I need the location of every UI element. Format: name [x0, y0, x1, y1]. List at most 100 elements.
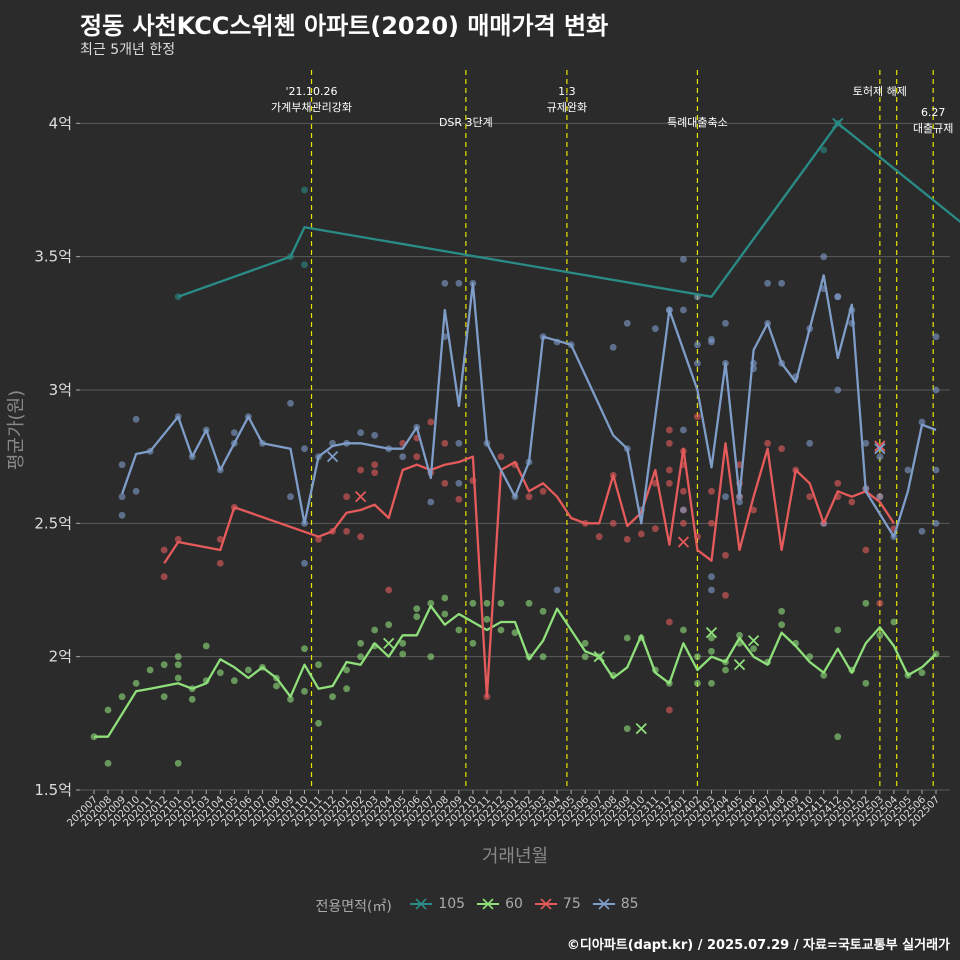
data-point [932, 386, 940, 394]
cross-stroke [874, 440, 886, 452]
data-point [862, 679, 870, 687]
y-tick-label: 3억 [49, 381, 72, 399]
data-point [820, 146, 828, 154]
cross-marker [747, 635, 760, 647]
data-point [876, 493, 884, 501]
data-point [371, 431, 379, 439]
data-point [160, 693, 168, 701]
legend-item-75: 75 [534, 896, 581, 912]
data-point [708, 487, 715, 495]
data-point [385, 621, 393, 629]
data-point [160, 661, 168, 669]
data-point [623, 725, 631, 733]
data-point [399, 453, 407, 461]
data-point [497, 626, 505, 634]
data-point [104, 706, 112, 714]
data-point [778, 279, 786, 287]
data-point [876, 631, 884, 639]
data-point [301, 261, 308, 269]
cross-marker [705, 627, 718, 639]
legend-label: 75 [562, 896, 581, 912]
cross-stroke [832, 117, 844, 129]
data-point [174, 653, 182, 661]
data-point [539, 653, 547, 661]
data-point [623, 535, 631, 543]
data-point [174, 535, 182, 543]
data-point [301, 559, 308, 567]
data-point [609, 343, 617, 351]
cross-stroke [354, 491, 367, 503]
data-point [357, 639, 365, 647]
data-point [665, 426, 673, 434]
data-point [399, 650, 407, 658]
data-point [834, 293, 842, 301]
data-point [441, 439, 449, 447]
data-point [862, 599, 870, 607]
data-point [301, 687, 308, 695]
data-point [216, 559, 224, 567]
data-point [118, 461, 126, 469]
data-point [665, 466, 673, 474]
data-point [637, 530, 645, 538]
cross-stroke [635, 723, 647, 735]
legend-title: 전용면적(㎡) [315, 899, 392, 915]
data-point [722, 551, 729, 559]
data-point [722, 493, 729, 501]
data-point [118, 693, 126, 701]
cross-stroke [733, 659, 746, 671]
data-point [216, 535, 224, 543]
cross-marker [635, 723, 647, 735]
data-point [483, 599, 491, 607]
data-point [273, 682, 280, 690]
data-point [722, 666, 729, 674]
data-point [750, 645, 757, 653]
data-point [483, 615, 491, 623]
data-point [623, 634, 631, 642]
data-point [441, 279, 449, 287]
data-point [820, 671, 828, 679]
data-point [357, 533, 365, 541]
data-point [455, 479, 463, 487]
data-point [104, 759, 112, 767]
legend-item-60: 60 [477, 896, 523, 912]
data-point [539, 487, 547, 495]
cross-marker [733, 659, 746, 671]
data-point [736, 498, 743, 506]
cross-stroke [326, 451, 339, 463]
data-point [469, 599, 477, 607]
series-line-85 [121, 274, 937, 538]
annotation-label: 특례대출축소 [667, 116, 728, 129]
data-point [694, 359, 701, 367]
data-point [385, 586, 393, 594]
data-point [665, 479, 673, 487]
annotation-label: 1.3 [558, 85, 576, 98]
annotation-label: '21.10.26 [286, 85, 338, 98]
cross-marker [383, 637, 395, 649]
data-point [427, 418, 435, 426]
data-point [651, 525, 659, 533]
cross-marker [874, 440, 886, 452]
data-point [329, 693, 336, 701]
data-point [399, 639, 407, 647]
data-point [708, 647, 715, 655]
annotation-label: 가계부채관리강화 [271, 101, 352, 114]
y-tick-label: 2억 [49, 648, 72, 666]
data-point [820, 253, 828, 261]
data-point [343, 666, 350, 674]
data-point [174, 674, 182, 682]
y-tick-label: 1.5억 [34, 781, 72, 799]
legend-item-85: 85 [592, 896, 639, 912]
data-point [665, 706, 673, 714]
data-point [708, 679, 715, 687]
data-point [764, 279, 771, 287]
data-point [834, 733, 842, 741]
data-point [750, 506, 757, 514]
data-point [244, 666, 252, 674]
y-tick-label: 2.5억 [34, 514, 72, 532]
cross-marker [593, 651, 605, 663]
data-point [932, 466, 940, 474]
data-point [904, 466, 912, 474]
data-point [708, 634, 715, 642]
